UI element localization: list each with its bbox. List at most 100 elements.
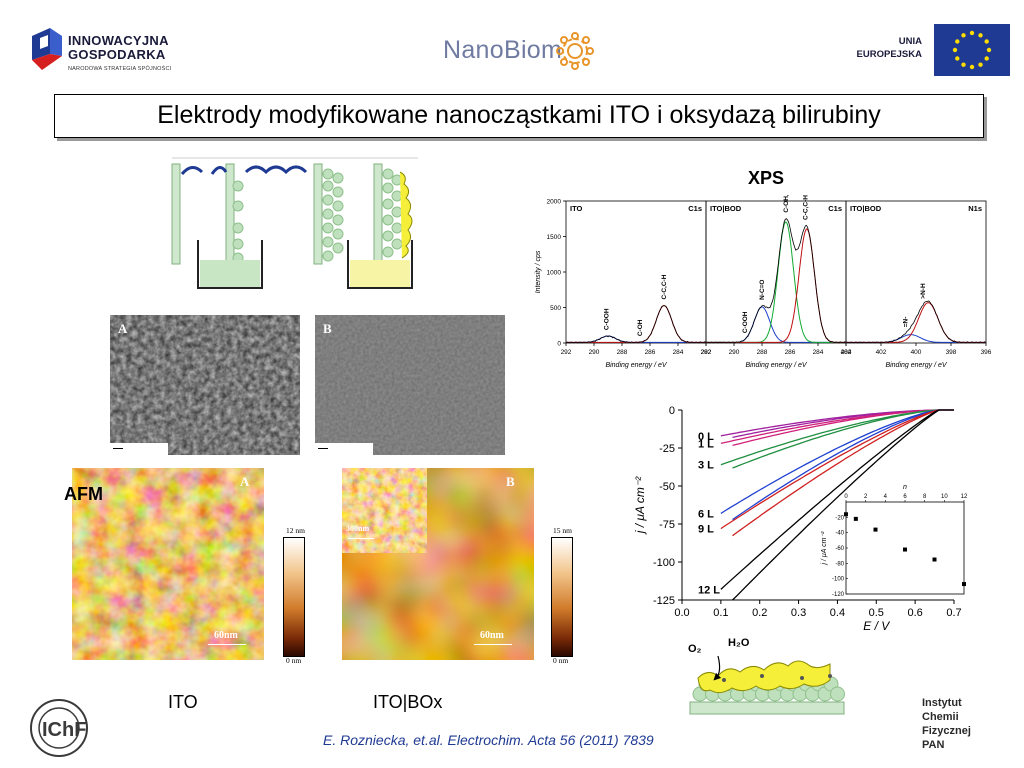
ito-label: ITO xyxy=(168,692,198,712)
inset-ytick: -60 xyxy=(835,546,844,552)
xps-xtick: 292 xyxy=(561,349,572,356)
xps-measured-spectrum xyxy=(845,300,987,344)
xps-xlabel: Binding energy / eV xyxy=(885,362,947,369)
xps-peak-annotation: C-OH, C-N xyxy=(783,195,790,213)
xps-peak-annotation: =N- xyxy=(903,317,910,328)
xps-panel xyxy=(845,200,987,344)
eu-star xyxy=(955,39,960,44)
inset-ylabel: j / μA cm⁻² xyxy=(821,531,828,566)
institute-line4: PAN xyxy=(922,739,945,751)
inset-ytick: -40 xyxy=(835,531,844,537)
ito-box-label: ITO|BOx xyxy=(373,692,443,712)
cv-xtick: 0.3 xyxy=(791,607,806,619)
inset-point xyxy=(873,527,878,532)
xps-peak-annotation: C-C,C-H xyxy=(802,195,809,220)
afm-a-cbar-top: 12 nm xyxy=(286,526,305,535)
inset-xtick: 10 xyxy=(941,494,948,500)
cv-series-curve xyxy=(720,409,954,439)
afm-a-cbar-bottom: 0 nm xyxy=(286,656,302,665)
xps-measured-spectrum xyxy=(705,218,847,344)
xps-ytick: 500 xyxy=(550,305,561,312)
cv-xtick: 0.2 xyxy=(752,607,767,619)
inset-xtick: 12 xyxy=(961,494,968,500)
xps-xtick: 290 xyxy=(589,349,600,356)
inset-xtick: 6 xyxy=(903,494,907,500)
svg-text:IChF: IChF xyxy=(42,719,86,741)
cv-xtick: 0.4 xyxy=(830,607,845,619)
xps-label: XPS xyxy=(748,168,785,188)
xps-peak-annotation: C-OH xyxy=(637,319,644,336)
nanobiom-sun-icon xyxy=(556,32,594,70)
xps-xtick: 402 xyxy=(876,349,887,356)
eu-star xyxy=(978,62,983,67)
inset-xtick: 4 xyxy=(884,494,888,500)
slide-title: Elektrody modyfikowane nanocząstkami ITO… xyxy=(157,101,881,129)
xps-panel-sample: ITO xyxy=(570,204,583,213)
h2o-label: H₂O xyxy=(728,637,750,649)
xps-xtick: 400 xyxy=(911,349,922,356)
xps-measured-spectrum xyxy=(565,305,707,344)
cv-xtick: 0.0 xyxy=(674,607,689,619)
cv-series-curve xyxy=(720,409,954,537)
ue-logo-line1: UNIA xyxy=(898,36,922,47)
xps-panel-sample: ITO|BOD xyxy=(850,204,882,213)
xps-xtick: 282 xyxy=(701,349,712,356)
eu-star xyxy=(984,56,989,61)
xps-xtick: 288 xyxy=(617,349,628,356)
inset-point xyxy=(903,547,907,552)
eu-flag-icon xyxy=(934,24,1010,76)
inset-point xyxy=(853,516,858,521)
xps-xtick: 286 xyxy=(785,349,796,356)
cv-series-label: 0 L xyxy=(698,431,714,443)
cv-ytick: -25 xyxy=(659,443,675,455)
afm-a-scalebar xyxy=(208,644,246,645)
afm-b-scalebar xyxy=(474,644,512,645)
afm-b-colorbar xyxy=(551,537,573,657)
citation: E. Rozniecka, et.al. Electrochim. Acta 5… xyxy=(323,732,654,748)
cv-series-curve xyxy=(720,409,954,521)
inset-xtick: 0 xyxy=(844,494,848,500)
unia-europejska-logo: UNIA EUROPEJSKA xyxy=(857,24,1010,76)
xps-xtick: 284 xyxy=(673,349,684,356)
xps-xtick: 404 xyxy=(841,349,852,356)
xps-xtick: 396 xyxy=(981,349,992,356)
afm-a-letter: A xyxy=(240,474,250,489)
xps-xtick: 286 xyxy=(645,349,656,356)
ig-logo-line2: GOSPODARKA xyxy=(68,47,166,62)
o2-label: O₂ xyxy=(688,643,702,655)
afm-a-scale-label: 60nm xyxy=(214,630,238,641)
institute-line1: Instytut xyxy=(922,697,962,709)
xps-panel-sample: ITO|BOD xyxy=(710,204,742,213)
afm-image-ito-box: B 300nm 60nm xyxy=(342,468,534,660)
cv-series-label: 12 L xyxy=(698,584,720,596)
xps-component-peak xyxy=(706,306,846,343)
afm-a-colorbar xyxy=(283,537,305,657)
innowacyjna-gospodarka-logo: INNOWACYJNA GOSPODARKA NARODOWA STRATEGI… xyxy=(28,24,198,78)
ichf-logo-icon: IChF xyxy=(30,699,88,757)
afm-b-inset-scalebar xyxy=(348,538,374,539)
inset-ytick: -80 xyxy=(835,561,844,567)
xps-peak-annotation: C-C,C-H xyxy=(661,274,668,299)
eu-star xyxy=(984,39,989,44)
cv-xlabel: E / V xyxy=(863,619,890,632)
xps-ytick: 0 xyxy=(557,341,561,348)
afm-b-cbar-bottom: 0 nm xyxy=(553,656,569,665)
xps-panel-region: C1s xyxy=(828,204,842,213)
xps-panel-region: N1s xyxy=(968,204,982,213)
afm-b-scale-label: 60nm xyxy=(480,630,504,641)
title-box: Elektrody modyfikowane nanocząstkami ITO… xyxy=(54,94,984,138)
xps-xtick: 282 xyxy=(841,349,852,356)
cv-series-label: 1 L xyxy=(698,438,714,450)
xps-peak-annotation: C-OOH xyxy=(742,311,749,333)
ig-logo-line3: NARODOWA STRATEGIA SPÓJNOŚCI xyxy=(68,66,172,72)
cv-ytick: -125 xyxy=(653,595,675,607)
eu-star xyxy=(969,30,975,36)
institute-line3: Fizycznej xyxy=(922,725,971,737)
cv-series-curve xyxy=(720,409,954,601)
sem-b-letter: B xyxy=(323,321,332,336)
eu-star xyxy=(986,47,992,53)
xps-peak-annotation: C-OOH xyxy=(604,308,611,330)
eu-star xyxy=(952,47,958,53)
sem-a-scalebar xyxy=(110,443,168,455)
